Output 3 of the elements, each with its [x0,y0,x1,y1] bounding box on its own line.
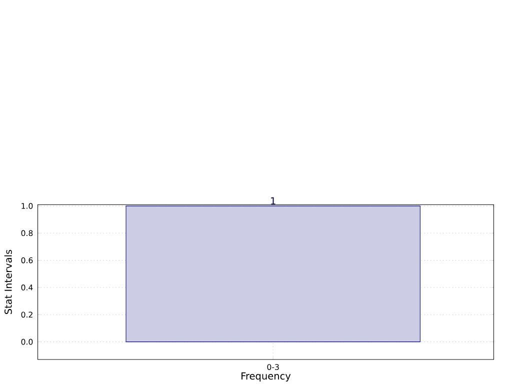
y-axis-title: Stat Intervals [4,250,12,314]
x-axis-title: Frequency [242,372,291,382]
data-label: 1 [271,197,276,204]
